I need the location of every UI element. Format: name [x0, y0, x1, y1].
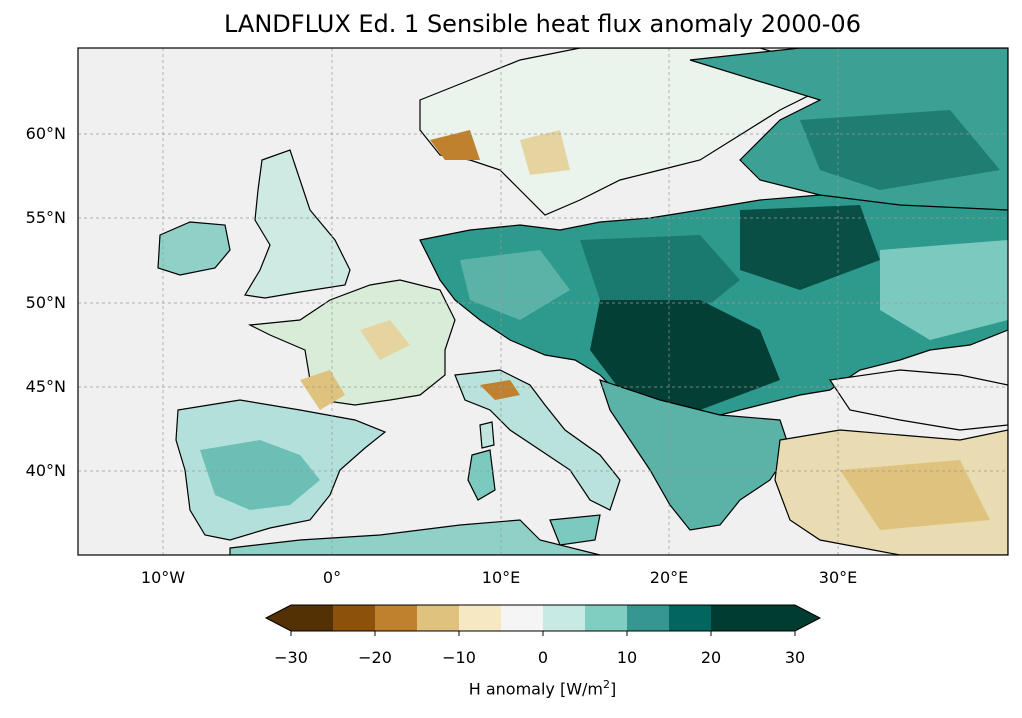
lat-label-45: 45°N — [26, 377, 66, 396]
cb-segment — [585, 605, 628, 631]
land-balkans — [599, 379, 791, 531]
cb-segment — [291, 605, 334, 631]
land-north-africa — [229, 519, 601, 555]
cb-segment — [711, 605, 754, 631]
cb-tick-2: −10 — [442, 648, 476, 667]
cb-tick-4: 10 — [617, 648, 637, 667]
black-sea — [828, 369, 1008, 431]
lon-label-10e: 10°E — [482, 568, 520, 587]
land-scandinavia — [419, 48, 821, 216]
lon-label-0: 0° — [323, 568, 341, 587]
lon-label-30e: 30°E — [819, 568, 857, 587]
lon-label-20e: 20°E — [650, 568, 688, 587]
gridlines — [78, 48, 1008, 555]
cb-extend-max — [795, 605, 820, 631]
cb-segment — [375, 605, 418, 631]
colorbar — [264, 604, 822, 636]
lon-label-10w: 10°W — [141, 568, 185, 587]
map-title: LANDFLUX Ed. 1 Sensible heat flux anomal… — [224, 10, 861, 38]
cb-segment — [627, 605, 670, 631]
cb-tick-6: 30 — [785, 648, 805, 667]
land-britain — [244, 149, 351, 299]
cb-tick-0: −30 — [274, 648, 308, 667]
colorbar-label: H anomaly [W/m2] — [468, 678, 617, 699]
land-sardinia — [467, 449, 496, 501]
land-italy — [454, 369, 621, 511]
land-france — [247, 279, 456, 406]
cb-segment — [333, 605, 376, 631]
cb-segment — [459, 605, 502, 631]
land-sicily — [549, 514, 601, 546]
cb-tick-1: −20 — [358, 648, 392, 667]
land-corsica — [479, 421, 495, 449]
lat-label-40: 40°N — [26, 461, 66, 480]
colorbar-ticks: −30 −20 −10 0 10 20 30 — [274, 648, 805, 667]
lat-label-50: 50°N — [26, 293, 66, 312]
cb-segment — [501, 605, 544, 631]
map-frame — [77, 47, 1009, 556]
cb-segment — [417, 605, 460, 631]
cb-tick-5: 20 — [701, 648, 721, 667]
cb-extend-min — [266, 605, 291, 631]
cb-segment — [669, 605, 712, 631]
lat-label-55: 55°N — [26, 208, 66, 227]
cb-segment — [753, 605, 796, 631]
land-ireland — [157, 221, 231, 276]
cb-segment — [543, 605, 586, 631]
cb-tick-3: 0 — [538, 648, 548, 667]
lat-label-60: 60°N — [26, 124, 66, 143]
map-area — [78, 48, 1008, 555]
